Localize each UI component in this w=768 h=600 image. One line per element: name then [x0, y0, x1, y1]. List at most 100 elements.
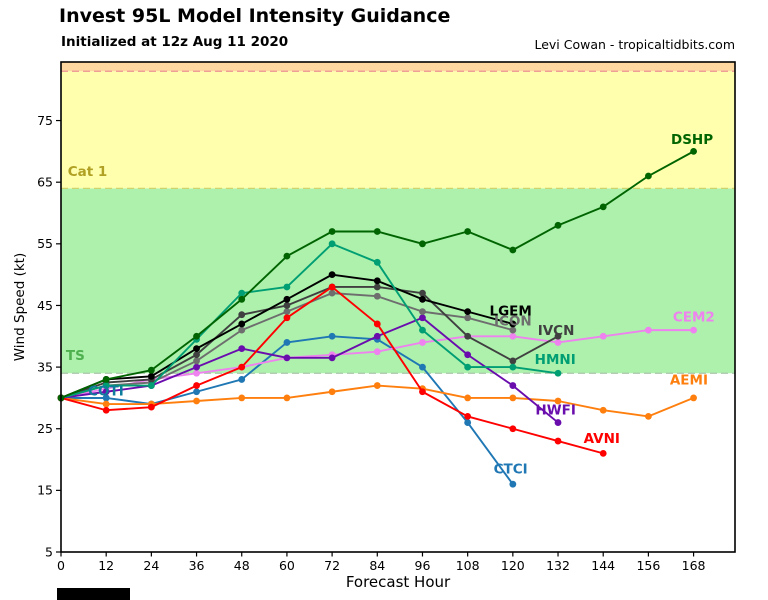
y-tick-label: 75 — [37, 113, 53, 128]
series-point-AVNI — [554, 437, 562, 445]
series-point-AEMI — [193, 397, 200, 405]
series-point-LGEM — [509, 320, 517, 328]
series-point-CTCI — [238, 376, 246, 383]
series-point-AVNI — [509, 425, 517, 433]
series-point-IVCN — [509, 357, 517, 365]
watermark-bar — [57, 588, 130, 600]
series-point-HMNI — [147, 382, 155, 389]
series-point-HWFI — [419, 314, 426, 322]
series-point-CTCI — [283, 339, 291, 346]
series-label-CEM2: CEM2 — [673, 310, 715, 326]
x-tick-label: 120 — [501, 558, 525, 573]
x-tick-label: 72 — [324, 558, 340, 573]
series-point-HMNI — [102, 382, 110, 389]
series-point-HWFI — [238, 345, 246, 353]
series-point-CEM2 — [644, 326, 652, 334]
series-point-AVNI — [193, 382, 200, 389]
series-point-HMNI — [419, 326, 426, 334]
series-point-ICON — [238, 326, 246, 334]
series-point-AEMI — [599, 406, 607, 414]
chart-title: Invest 95L Model Intensity Guidance — [59, 5, 451, 27]
y-tick-label: 5 — [45, 544, 53, 559]
series-point-ICON — [509, 326, 517, 334]
series-point-CEM2 — [193, 369, 200, 377]
x-tick-label: 0 — [57, 558, 65, 573]
series-point-DSHP — [102, 376, 110, 383]
series-point-CTCI — [328, 332, 336, 340]
x-tick-label: 12 — [98, 558, 114, 573]
series-point-DSHP — [193, 332, 200, 340]
x-tick-label: 48 — [234, 558, 250, 573]
series-point-HMNI — [373, 258, 381, 266]
series-point-IVCN — [419, 289, 426, 297]
series-point-HWFI — [102, 388, 110, 396]
series-point-DSHP — [509, 246, 517, 254]
series-point-HMNI — [238, 289, 246, 297]
series-point-CTCI — [464, 419, 472, 426]
intensity-band-1 — [61, 71, 735, 189]
series-point-HWFI — [283, 354, 291, 362]
series-point-DSHP — [419, 240, 426, 248]
y-tick-label: 55 — [37, 236, 53, 251]
series-label-AEMI: AEMI — [670, 373, 708, 389]
series-point-HWFI — [373, 332, 381, 340]
series-point-AEMI — [328, 388, 336, 396]
chart-credit: Levi Cowan - tropicaltidbits.com — [534, 37, 735, 52]
series-point-HWFI — [464, 351, 472, 359]
series-line-HMNI — [60, 242, 559, 399]
series-point-CTCI — [193, 388, 200, 396]
series-point-AVNI — [599, 449, 607, 457]
series-label-ICON: ICON — [494, 313, 532, 329]
series-point-AEMI — [238, 394, 246, 402]
series-line-AEMI — [60, 384, 694, 418]
series-point-CTCI — [419, 363, 426, 371]
x-tick-label: 168 — [682, 558, 706, 573]
series-point-ICON — [464, 314, 472, 322]
series-point-HMNI — [509, 363, 517, 371]
series-point-DSHP — [238, 295, 246, 303]
series-point-AEMI — [554, 397, 562, 405]
series-point-HWFI — [193, 363, 200, 371]
series-point-CEM2 — [373, 348, 381, 356]
series-point-CTCI — [509, 480, 517, 488]
series-point-IVCN — [193, 351, 200, 359]
series-point-AEMI — [102, 400, 110, 408]
series-point-DSHP — [690, 147, 697, 155]
series-label-DSHP: DSHP — [671, 132, 713, 148]
x-tick-label: 96 — [415, 558, 431, 573]
series-label-IVCN: IVCN — [538, 323, 575, 339]
series-point-AVNI — [328, 283, 336, 291]
series-point-DSHP — [464, 228, 472, 235]
series-point-HMNI — [554, 369, 562, 377]
series-point-AVNI — [283, 314, 291, 322]
series-point-AEMI — [509, 394, 517, 402]
series-point-AEMI — [283, 394, 291, 402]
intensity-band-0 — [61, 188, 735, 374]
series-point-ICON — [328, 289, 336, 297]
chart-subtitle: Initialized at 12z Aug 11 2020 — [61, 34, 289, 50]
series-point-DSHP — [644, 172, 652, 180]
series-point-ICON — [193, 357, 200, 365]
y-tick-label: 25 — [37, 421, 53, 436]
series-point-AVNI — [147, 403, 155, 411]
x-tick-label: 36 — [189, 558, 205, 573]
series-point-HMNI — [328, 240, 336, 248]
y-tick-label: 45 — [37, 298, 53, 313]
y-tick-label: 65 — [37, 174, 53, 189]
y-tick-label: 35 — [37, 359, 53, 374]
series-point-ICON — [373, 292, 381, 300]
series-point-LGEM — [147, 372, 155, 380]
series-point-AVNI — [373, 320, 381, 328]
series-point-CTCI — [102, 394, 110, 402]
series-point-DSHP — [599, 203, 607, 211]
y-tick-label: 15 — [37, 483, 53, 498]
series-point-LGEM — [193, 345, 200, 353]
x-tick-label: 108 — [456, 558, 480, 573]
series-point-IVCN — [238, 311, 246, 319]
x-tick-label: 60 — [279, 558, 295, 573]
series-point-AVNI — [419, 388, 426, 396]
series-point-DSHP — [554, 221, 562, 229]
series-point-CEM2 — [509, 332, 517, 340]
